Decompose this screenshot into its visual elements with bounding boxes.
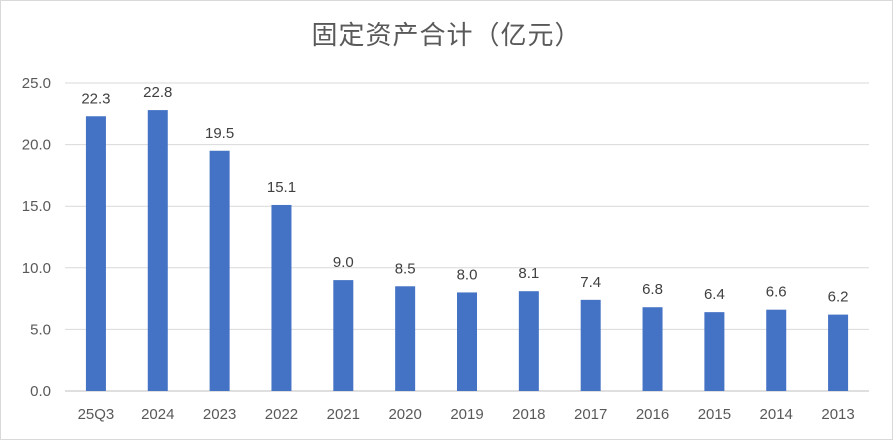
bar xyxy=(147,110,168,391)
bar xyxy=(85,116,106,391)
x-tick-label: 2020 xyxy=(388,406,421,423)
data-label: 8.0 xyxy=(457,266,478,283)
data-label: 22.8 xyxy=(143,84,172,101)
data-label: 19.5 xyxy=(205,125,234,142)
data-label: 8.1 xyxy=(518,265,539,282)
x-tick-label: 2013 xyxy=(821,406,854,423)
x-tick-label: 2016 xyxy=(636,406,669,423)
x-tick-label: 2015 xyxy=(698,406,731,423)
x-tick-label: 2017 xyxy=(574,406,607,423)
bar xyxy=(209,150,230,391)
x-tick-label: 2019 xyxy=(450,406,483,423)
y-tick-label: 20.0 xyxy=(22,137,51,154)
bar xyxy=(580,299,601,391)
data-label: 9.0 xyxy=(333,254,354,271)
y-tick-label: 10.0 xyxy=(22,260,51,277)
x-tick-label: 25Q3 xyxy=(78,406,115,423)
bar xyxy=(333,280,354,391)
x-tick-label: 2018 xyxy=(512,406,545,423)
data-label: 6.4 xyxy=(704,286,725,303)
data-label: 6.8 xyxy=(642,281,663,298)
x-tick-label: 2014 xyxy=(760,406,793,423)
y-tick-label: 15.0 xyxy=(22,198,51,215)
y-tick-label: 25.0 xyxy=(22,75,51,92)
bar xyxy=(518,291,539,391)
chart-title: 固定资产合计（亿元） xyxy=(311,21,582,51)
x-tick-label: 2021 xyxy=(327,406,360,423)
data-label: 6.6 xyxy=(766,284,787,301)
bar xyxy=(766,309,787,391)
y-tick-label: 0.0 xyxy=(30,383,51,400)
y-tick-label: 5.0 xyxy=(30,321,51,338)
x-tick-label: 2023 xyxy=(203,406,236,423)
bar xyxy=(704,312,725,391)
data-label: 6.2 xyxy=(828,289,849,306)
data-label: 22.3 xyxy=(81,90,110,107)
bar xyxy=(642,307,663,391)
bar xyxy=(457,292,477,391)
data-label: 7.4 xyxy=(580,274,601,291)
x-tick-label: 2024 xyxy=(141,406,174,423)
data-label: 15.1 xyxy=(267,179,296,196)
bar xyxy=(271,204,292,391)
bar xyxy=(828,314,849,391)
x-tick-label: 2022 xyxy=(265,406,298,423)
data-label: 8.5 xyxy=(395,260,416,277)
bar xyxy=(395,286,416,391)
